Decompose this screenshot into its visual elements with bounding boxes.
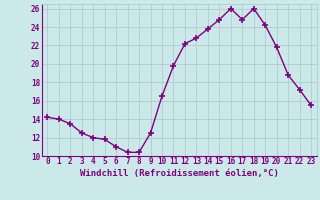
- X-axis label: Windchill (Refroidissement éolien,°C): Windchill (Refroidissement éolien,°C): [80, 169, 279, 178]
